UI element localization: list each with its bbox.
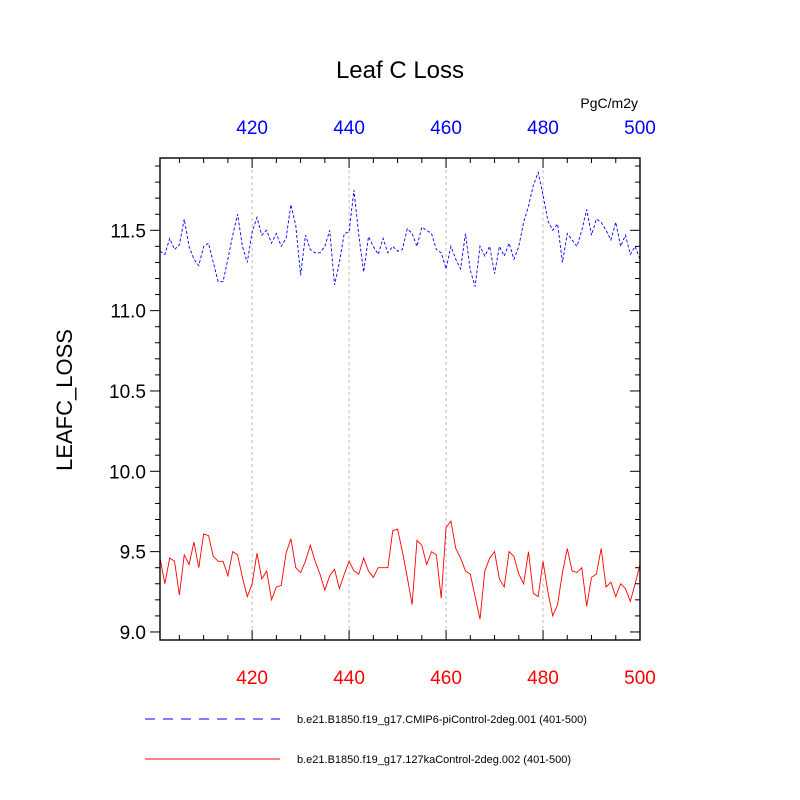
x-tick-label-top: 420 (236, 118, 268, 139)
x-gridlines (251, 158, 544, 640)
x-tick-label-top: 500 (624, 118, 656, 139)
x-tick-label-bottom: 420 (236, 668, 268, 689)
series-lines (159, 170, 641, 620)
x-tick-label-bottom: 480 (527, 668, 559, 689)
chart-title: Leaf C Loss (336, 57, 464, 84)
x-tick-label-bottom: 460 (430, 668, 462, 689)
x-tick-label-top: 480 (527, 118, 559, 139)
x-tick-label-top: 440 (333, 118, 365, 139)
units-label: PgC/m2y (580, 95, 638, 111)
y-tick-label: 11.0 (110, 302, 146, 323)
y-axis-label: LEAFC_LOSS (52, 329, 77, 471)
y-tick-label: 11.5 (110, 221, 146, 242)
legend: b.e21.B1850.f19_g17.CMIP6-piControl-2deg… (145, 714, 587, 766)
y-tick-label: 10.0 (109, 462, 146, 483)
y-tick-label: 9.0 (120, 623, 146, 644)
y-tick-label: 10.5 (109, 382, 146, 403)
x-tick-label-bottom: 500 (624, 668, 656, 689)
tick-labels: 9.0 9.5 10.0 10.5 11.0 11.5 420 420 440 440 460 460… (109, 118, 656, 689)
plot-frame (159, 157, 641, 641)
x-tick-label-top: 460 (430, 118, 462, 139)
series-line-1 (159, 170, 641, 287)
axes (150, 157, 641, 641)
series-line-2 (159, 520, 641, 620)
x-tick-label-bottom: 440 (333, 668, 365, 689)
y-tick-label: 9.5 (120, 543, 146, 564)
legend-label-1: b.e21.B1850.f19_g17.CMIP6-piControl-2deg… (297, 714, 587, 726)
legend-label-2: b.e21.B1850.f19_g17.127kaControl-2deg.00… (297, 754, 571, 766)
